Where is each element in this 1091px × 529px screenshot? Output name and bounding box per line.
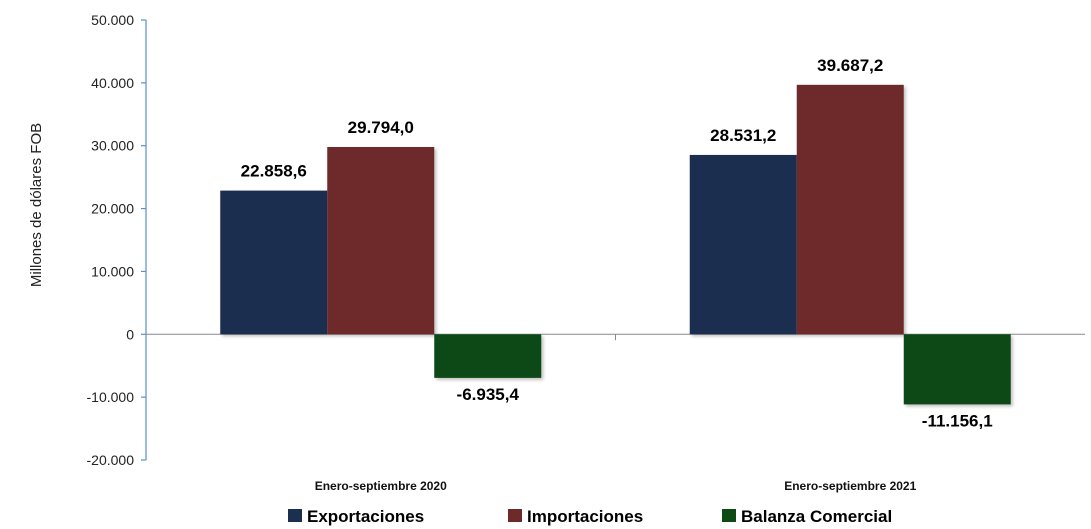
y-tick-label: 0 [126, 326, 134, 342]
legend-swatch [508, 509, 522, 522]
legend-swatch [288, 509, 302, 522]
legend-swatch [722, 509, 736, 522]
y-tick-label: 50.000 [91, 12, 134, 28]
bars [220, 84, 1011, 405]
legend-label: Exportaciones [307, 507, 424, 526]
y-tick-label: -10.000 [87, 389, 135, 405]
bar-exportaciones [220, 190, 328, 335]
y-tick-label: 10.000 [91, 263, 134, 279]
y-tick-label: 20.000 [91, 201, 134, 217]
x-category-label: Enero-septiembre 2021 [784, 479, 916, 493]
legend-label: Balanza Comercial [741, 507, 892, 526]
y-tick-label: 40.000 [91, 75, 134, 91]
data-label: -11.156,1 [922, 411, 993, 430]
data-labels: 22.858,6 29.794,0 -6.935,4 28.531,2 39.687,2… [241, 56, 993, 431]
bar-importaciones [796, 84, 904, 335]
data-label: -6.935,4 [457, 385, 520, 404]
y-tick-label: -20.000 [87, 452, 135, 468]
data-label: 39.687,2 [817, 56, 883, 75]
bar-exportaciones [689, 154, 797, 335]
bar-importaciones [327, 147, 435, 335]
x-category-label: Enero-septiembre 2020 [315, 479, 447, 493]
y-tick-label: 30.000 [91, 138, 134, 154]
data-label: 28.531,2 [710, 126, 776, 145]
legend-label: Importaciones [527, 507, 643, 526]
legend: Exportaciones Importaciones Balanza Comerc… [288, 507, 892, 526]
y-axis-label: Millones de dólares FOB [28, 123, 45, 287]
data-label: 22.858,6 [241, 162, 307, 181]
data-label: 29.794,0 [348, 118, 414, 137]
bar-balanza-comercial [434, 334, 542, 378]
bar-balanza-comercial [903, 334, 1011, 405]
